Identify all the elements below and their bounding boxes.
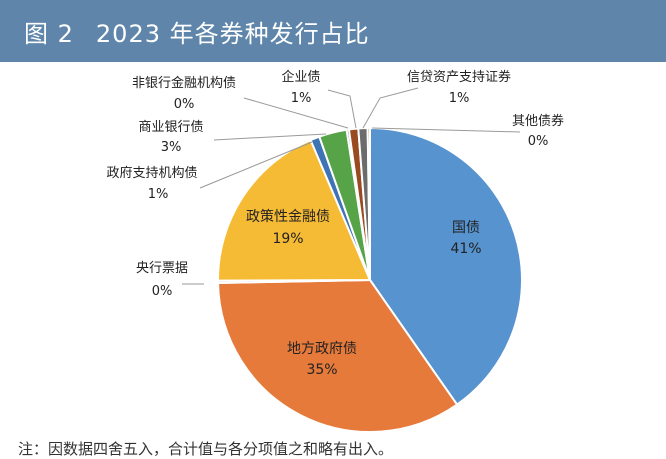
leader-line-8 (327, 89, 357, 129)
slice-value-label-1: 41% (450, 241, 481, 257)
slice-name-label-8: 企业债 (281, 69, 320, 85)
slice-name-label-1: 国债 (452, 220, 480, 236)
figure-title-bar: 图 2 2023 年各券种发行占比 (0, 0, 666, 62)
pie-slice-1 (369, 126, 523, 406)
pie-slice-2 (217, 278, 459, 433)
slice-value-label-4: 19% (272, 231, 303, 247)
leader-line-5 (199, 141, 313, 189)
slice-value-label-9: 1% (449, 91, 470, 106)
slice-name-label-4: 政策性金融债 (246, 208, 330, 225)
pie-slice-10 (366, 126, 371, 281)
leader-lines (182, 87, 521, 285)
figure-title-text: 2023 年各券种发行占比 (95, 20, 370, 48)
slice-value-label-7: 0% (174, 97, 195, 112)
slice-value-label-2: 35% (306, 362, 337, 378)
slice-value-label-6: 3% (161, 140, 182, 155)
slice-name-label-9: 信贷资产支持证券 (407, 69, 511, 85)
slice-name-label-3: 央行票据 (136, 261, 188, 276)
slice-value-label-3: 0% (152, 284, 173, 299)
slice-name-label-10: 其他债券 (512, 113, 564, 129)
slice-labels: 国债 41% 地方政府债 35% 央行票据 0% 政策性金融债 19% 政府支持机构债 1% 商业银… (106, 69, 564, 378)
pie-slices (216, 126, 523, 433)
slice-name-label-2: 地方政府债 (287, 341, 357, 357)
leader-line-6 (213, 133, 327, 141)
slice-value-label-8: 1% (291, 91, 312, 106)
slice-name-label-5: 政府支持机构债 (106, 166, 197, 181)
figure-number: 图 2 (24, 20, 74, 48)
slice-name-label-6: 商业银行债 (138, 120, 203, 135)
slice-value-label-5: 1% (148, 187, 169, 202)
slice-name-label-7: 非银行金融机构债 (132, 75, 236, 91)
leader-line-9 (362, 87, 419, 129)
footnote: 注：因数据四舍五入，合计值与各分项值之和略有出入。 (18, 440, 394, 458)
leader-line-7 (243, 97, 349, 129)
pie-chart: 国债 41% 地方政府债 35% 央行票据 0% 政策性金融债 19% 政府支持机构债 1% 商业银… (106, 69, 564, 433)
figure-title: 图 2 2023 年各券种发行占比 (24, 14, 370, 49)
pie-slice-4 (217, 138, 372, 282)
leader-line-10 (371, 127, 521, 133)
slice-value-label-10: 0% (528, 134, 549, 149)
